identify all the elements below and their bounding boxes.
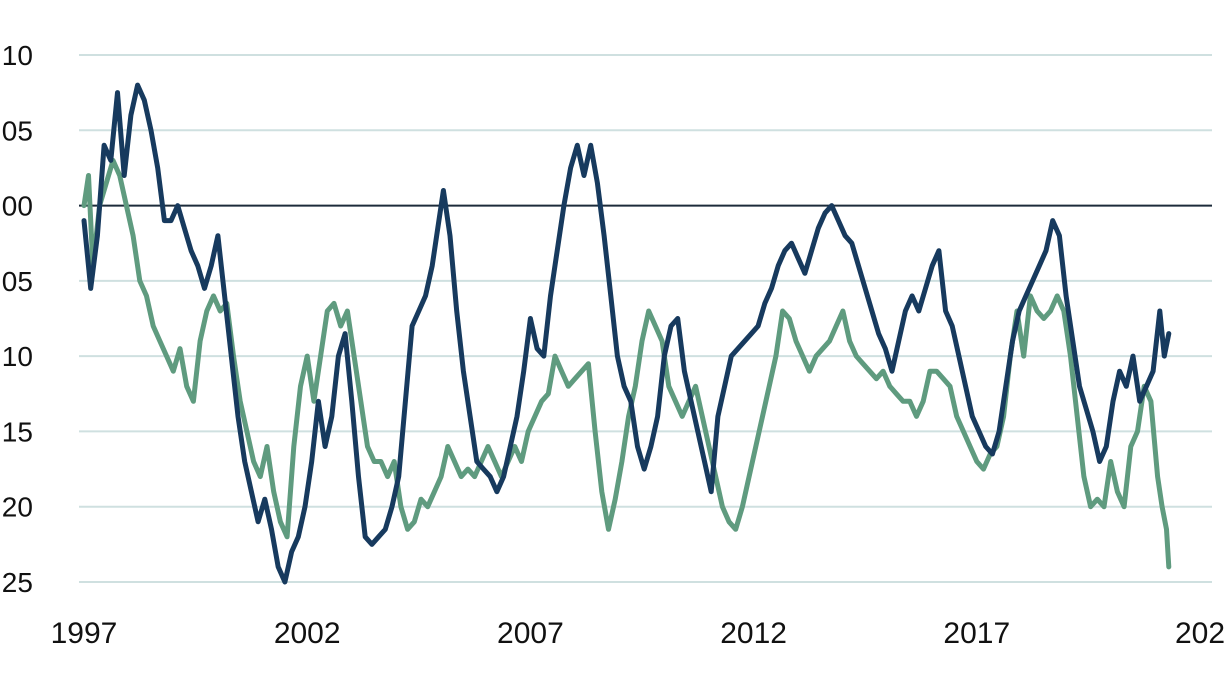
y-tick-label: .25 [0, 567, 33, 598]
x-axis: 1997 2002 2007 2012 2017 202 [51, 617, 1225, 650]
series-line-1 [81, 82, 1172, 585]
y-tick-label: .20 [0, 492, 33, 523]
y-tick-label: .15 [0, 416, 33, 447]
x-tick-label: 1997 [51, 617, 118, 650]
x-tick-label: 2007 [497, 617, 564, 650]
x-tick-label: 2017 [943, 617, 1010, 650]
y-tick-label: .05 [0, 266, 33, 297]
y-tick-label: .10 [0, 341, 33, 372]
x-tick-label: 202 [1175, 617, 1225, 650]
y-tick-label: .00 [0, 191, 33, 222]
x-tick-label: 2002 [274, 617, 341, 650]
y-tick-label: .10 [0, 40, 33, 71]
y-tick-label: .05 [0, 115, 33, 146]
x-tick-label: 2012 [720, 617, 787, 650]
y-axis: .10 .05 .00 .05 .10 .15 .20 .25 [0, 40, 33, 598]
series-layer [81, 82, 1172, 585]
